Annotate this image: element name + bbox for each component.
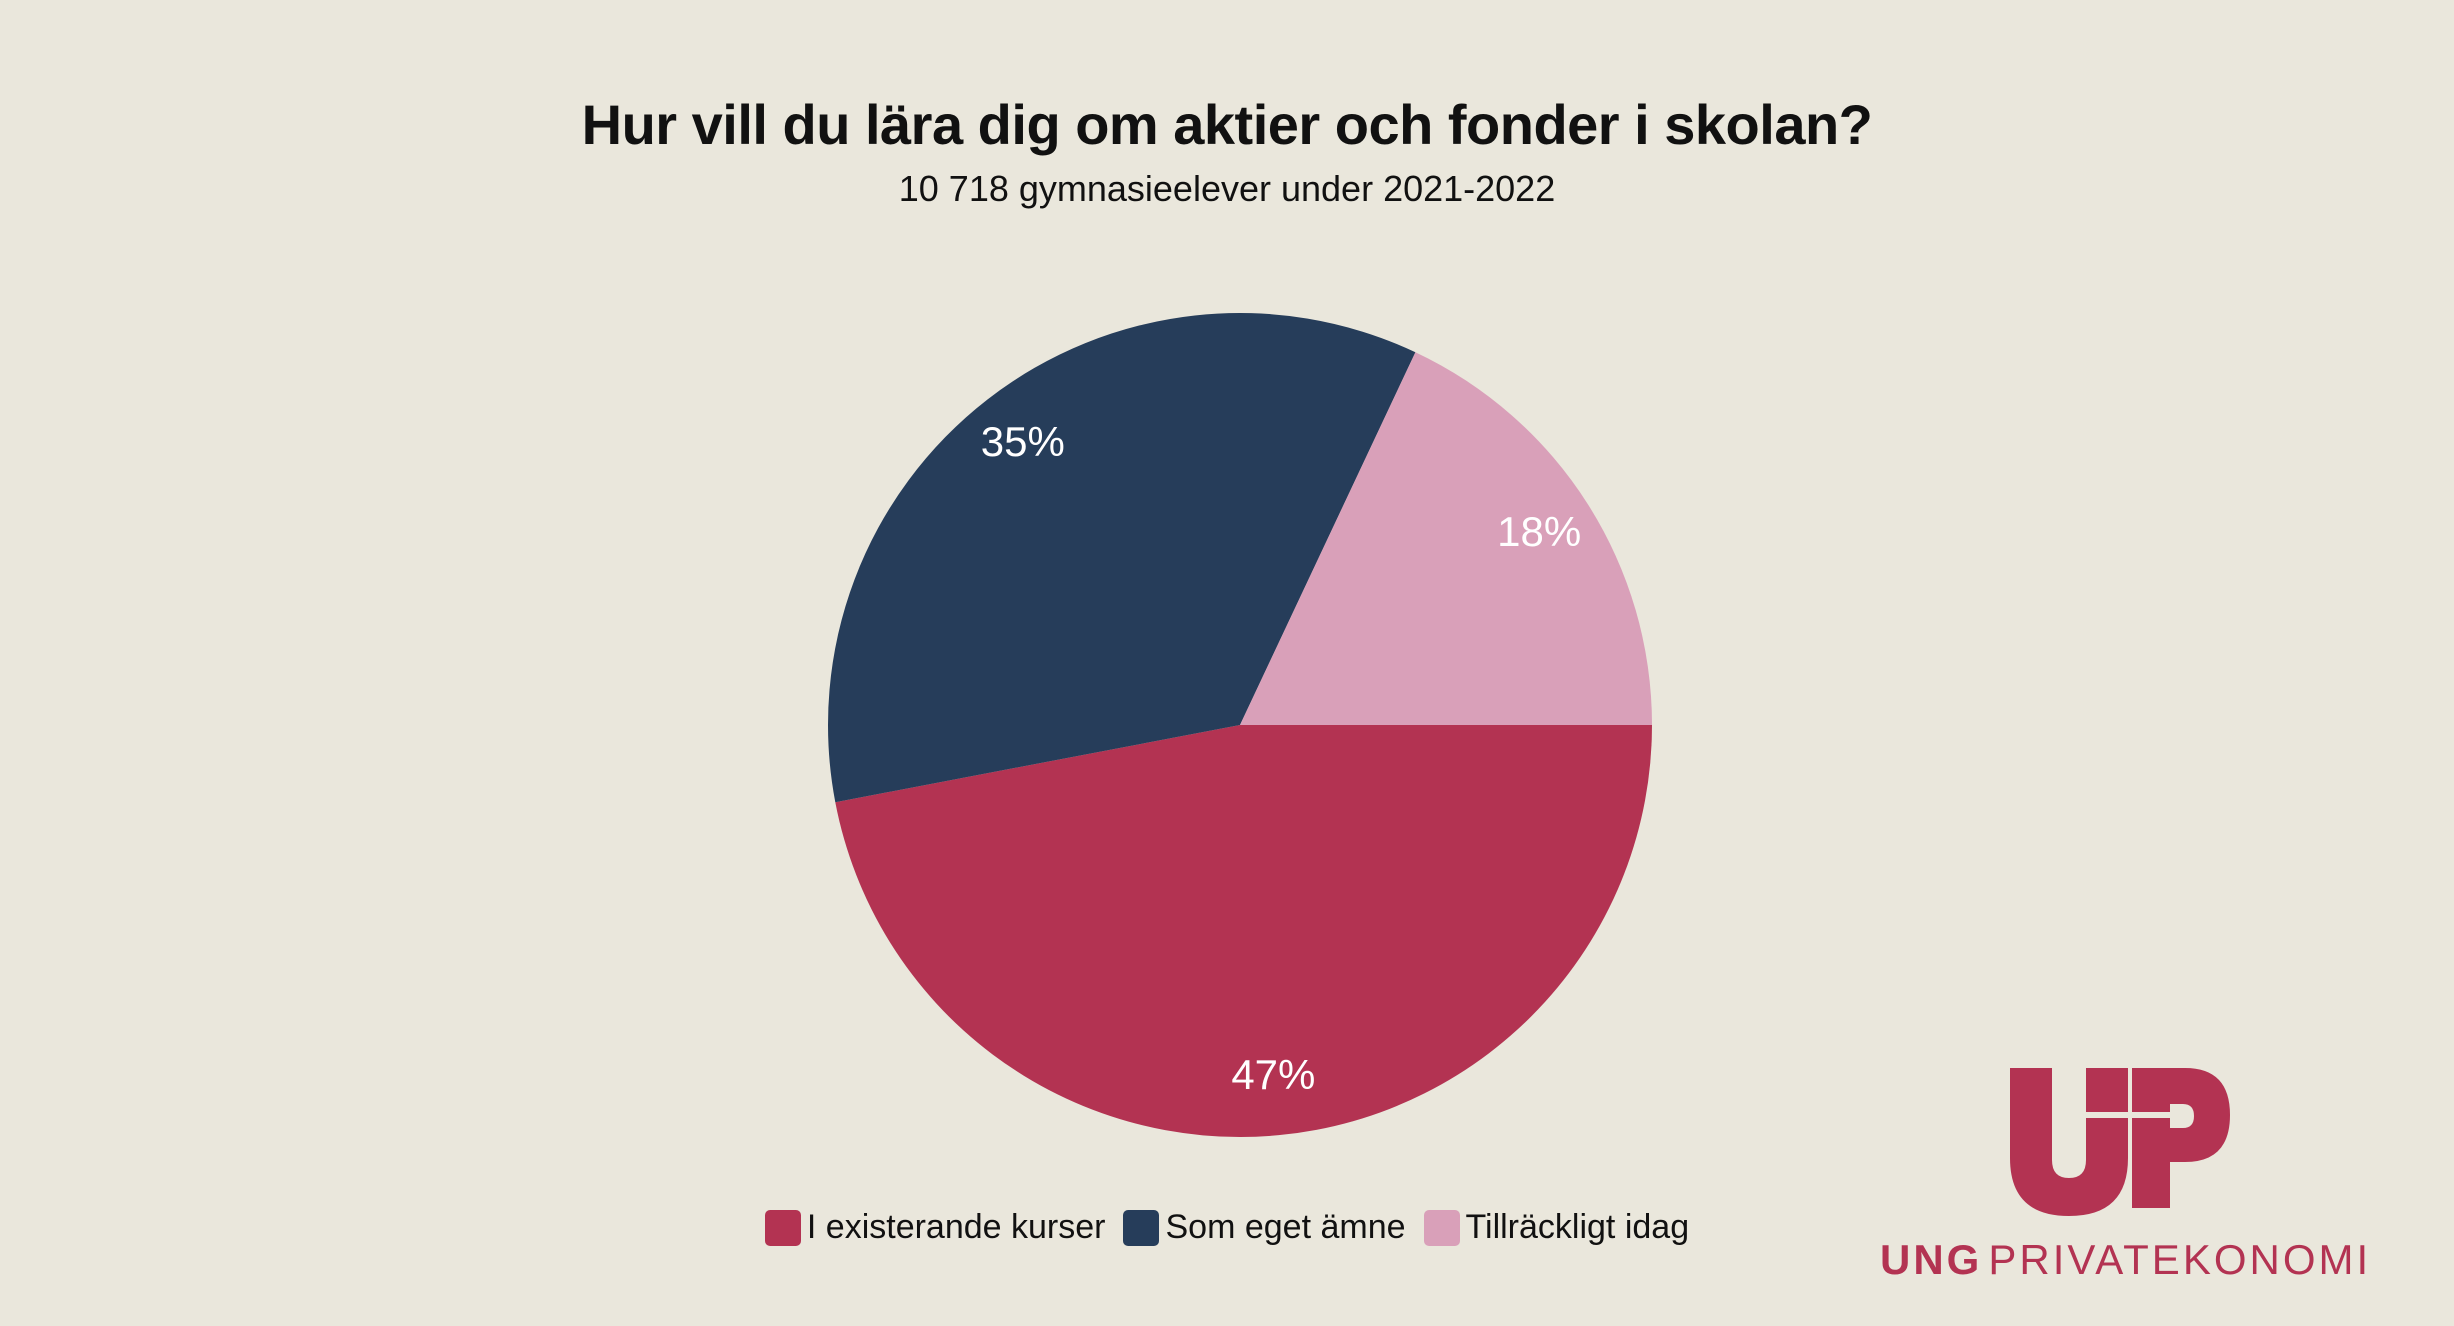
legend-swatch-sufficient-today <box>1423 1209 1460 1246</box>
ung-privatekonomi-logo: UNG PRIVATEKONOMI <box>1880 1068 2380 1298</box>
slice-existing-courses <box>835 725 1652 1138</box>
chart-title: Hur vill du lära dig om aktier och fonde… <box>581 93 1873 156</box>
up-logo-mark <box>2010 1068 2230 1216</box>
slice-label-existing-courses: 47% <box>1231 1051 1315 1098</box>
legend-swatch-existing-courses <box>764 1209 801 1246</box>
legend-label-own-subject: Som eget ämne <box>1165 1208 1406 1246</box>
logo-letter-u <box>2010 1068 2128 1216</box>
legend-item-own-subject: Som eget ämne <box>1123 1208 1406 1247</box>
chart-legend: I existerande kurser Som eget ämne Tillr… <box>0 1208 2454 1247</box>
pie-slices <box>828 313 1652 1138</box>
legend-label-existing-courses: I existerande kurser <box>806 1208 1106 1246</box>
logo-name-regular: PRIVATEKONOMI <box>1988 1236 2372 1283</box>
slice-label-sufficient-today: 18% <box>1497 508 1581 555</box>
slice-label-own-subject: 35% <box>981 418 1065 465</box>
legend-item-existing-courses: I existerande kurser <box>764 1208 1106 1247</box>
logo-name-bold: UNG <box>1880 1236 1983 1283</box>
legend-label-sufficient-today: Tillräckligt idag <box>1465 1208 1690 1246</box>
slice-sufficient-today <box>1240 352 1652 725</box>
legend-swatch-own-subject <box>1123 1209 1160 1246</box>
logo-wordmark: UNG PRIVATEKONOMI <box>1880 1236 2380 1284</box>
chart-subtitle: 10 718 gymnasieelever under 2021-2022 <box>898 168 1556 209</box>
logo-letter-p <box>2132 1068 2230 1208</box>
legend-item-sufficient-today: Tillräckligt idag <box>1423 1208 1690 1247</box>
slice-own-subject <box>828 313 1416 803</box>
pie-labels: 47% 35% 18% <box>981 418 1581 1098</box>
logo-crossbar <box>2086 1112 2176 1118</box>
